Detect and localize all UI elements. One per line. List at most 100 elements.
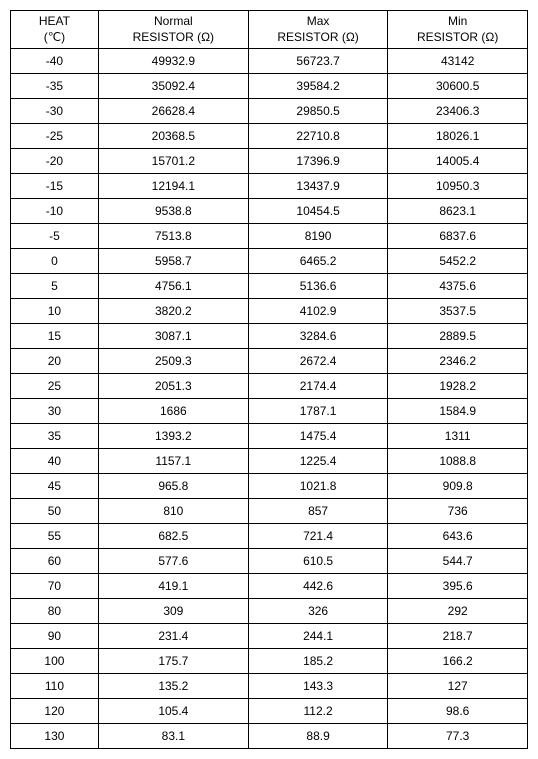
cell-heat: 45 (11, 474, 99, 499)
cell-heat: 50 (11, 499, 99, 524)
table-row: 70419.1442.6395.6 (11, 574, 528, 599)
cell-min: 1584.9 (388, 399, 528, 424)
cell-max: 29850.5 (248, 99, 388, 124)
cell-heat: 40 (11, 449, 99, 474)
cell-min: 5452.2 (388, 249, 528, 274)
cell-normal: 2509.3 (98, 349, 248, 374)
cell-normal: 9538.8 (98, 199, 248, 224)
cell-min: 643.6 (388, 524, 528, 549)
cell-min: 77.3 (388, 724, 528, 749)
cell-normal: 965.8 (98, 474, 248, 499)
cell-normal: 5958.7 (98, 249, 248, 274)
table-row: 55682.5721.4643.6 (11, 524, 528, 549)
header-max: Max RESISTOR (Ω) (248, 11, 388, 49)
cell-normal: 1157.1 (98, 449, 248, 474)
cell-normal: 20368.5 (98, 124, 248, 149)
cell-normal: 1393.2 (98, 424, 248, 449)
cell-max: 2174.4 (248, 374, 388, 399)
cell-max: 1225.4 (248, 449, 388, 474)
table-row: 60577.6610.5544.7 (11, 549, 528, 574)
cell-min: 3537.5 (388, 299, 528, 324)
cell-min: 544.7 (388, 549, 528, 574)
cell-min: 1311 (388, 424, 528, 449)
table-row: 05958.76465.25452.2 (11, 249, 528, 274)
cell-heat: 80 (11, 599, 99, 624)
cell-normal: 135.2 (98, 674, 248, 699)
table-row: 50810857736 (11, 499, 528, 524)
table-row: 202509.32672.42346.2 (11, 349, 528, 374)
cell-max: 442.6 (248, 574, 388, 599)
cell-max: 5136.6 (248, 274, 388, 299)
cell-heat: 110 (11, 674, 99, 699)
header-normal: Normal RESISTOR (Ω) (98, 11, 248, 49)
cell-heat: 130 (11, 724, 99, 749)
cell-min: 4375.6 (388, 274, 528, 299)
cell-heat: 100 (11, 649, 99, 674)
table-row: 103820.24102.93537.5 (11, 299, 528, 324)
cell-min: 43142 (388, 49, 528, 74)
table-header: HEAT (℃) Normal RESISTOR (Ω) Max RESISTO… (11, 11, 528, 49)
cell-heat: 20 (11, 349, 99, 374)
cell-heat: -5 (11, 224, 99, 249)
cell-normal: 309 (98, 599, 248, 624)
cell-max: 185.2 (248, 649, 388, 674)
cell-heat: 5 (11, 274, 99, 299)
header-min: Min RESISTOR (Ω) (388, 11, 528, 49)
table-row: -2520368.522710.818026.1 (11, 124, 528, 149)
table-row: 80309326292 (11, 599, 528, 624)
cell-max: 3284.6 (248, 324, 388, 349)
cell-min: 6837.6 (388, 224, 528, 249)
cell-normal: 26628.4 (98, 99, 248, 124)
table-row: -2015701.217396.914005.4 (11, 149, 528, 174)
cell-min: 98.6 (388, 699, 528, 724)
cell-heat: -40 (11, 49, 99, 74)
table-row: 120105.4112.298.6 (11, 699, 528, 724)
table-row: -3535092.439584.230600.5 (11, 74, 528, 99)
cell-normal: 1686 (98, 399, 248, 424)
cell-min: 395.6 (388, 574, 528, 599)
table-row: -1512194.113437.910950.3 (11, 174, 528, 199)
cell-heat: 90 (11, 624, 99, 649)
header-normal-l1: Normal (99, 14, 248, 30)
cell-min: 1928.2 (388, 374, 528, 399)
table-row: 13083.188.977.3 (11, 724, 528, 749)
cell-normal: 577.6 (98, 549, 248, 574)
cell-heat: 55 (11, 524, 99, 549)
cell-min: 909.8 (388, 474, 528, 499)
cell-max: 610.5 (248, 549, 388, 574)
cell-max: 2672.4 (248, 349, 388, 374)
cell-max: 326 (248, 599, 388, 624)
cell-heat: 30 (11, 399, 99, 424)
header-heat: HEAT (℃) (11, 11, 99, 49)
cell-min: 8623.1 (388, 199, 528, 224)
cell-max: 17396.9 (248, 149, 388, 174)
cell-normal: 83.1 (98, 724, 248, 749)
cell-normal: 810 (98, 499, 248, 524)
table-row: -3026628.429850.523406.3 (11, 99, 528, 124)
cell-min: 2889.5 (388, 324, 528, 349)
cell-max: 244.1 (248, 624, 388, 649)
cell-max: 10454.5 (248, 199, 388, 224)
table-row: 54756.15136.64375.6 (11, 274, 528, 299)
cell-min: 736 (388, 499, 528, 524)
cell-max: 1021.8 (248, 474, 388, 499)
cell-normal: 419.1 (98, 574, 248, 599)
resistor-table: HEAT (℃) Normal RESISTOR (Ω) Max RESISTO… (10, 10, 528, 749)
cell-max: 6465.2 (248, 249, 388, 274)
cell-min: 30600.5 (388, 74, 528, 99)
cell-normal: 105.4 (98, 699, 248, 724)
cell-heat: 35 (11, 424, 99, 449)
table-row: 252051.32174.41928.2 (11, 374, 528, 399)
cell-max: 22710.8 (248, 124, 388, 149)
cell-max: 4102.9 (248, 299, 388, 324)
cell-normal: 2051.3 (98, 374, 248, 399)
cell-min: 292 (388, 599, 528, 624)
cell-heat: 15 (11, 324, 99, 349)
cell-min: 218.7 (388, 624, 528, 649)
cell-max: 143.3 (248, 674, 388, 699)
table-row: 401157.11225.41088.8 (11, 449, 528, 474)
header-min-l2: RESISTOR (Ω) (388, 30, 527, 46)
header-heat-l2: (℃) (11, 30, 98, 46)
cell-heat: 120 (11, 699, 99, 724)
cell-max: 857 (248, 499, 388, 524)
